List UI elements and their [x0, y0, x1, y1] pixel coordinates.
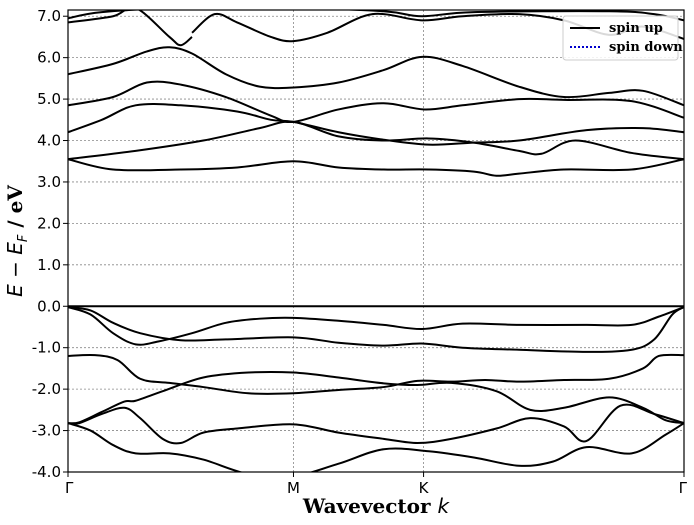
- plot-frame: [67, 9, 685, 473]
- band-line-13: [68, 10, 684, 22]
- x-tick-label: Γ: [65, 479, 74, 497]
- legend: spin up spin down: [562, 15, 683, 61]
- x-tick-label: Γ: [679, 479, 688, 497]
- band-line-8: [68, 102, 684, 146]
- y-tick-label: -3.0: [32, 422, 61, 440]
- y-tick-label: 0.0: [37, 297, 61, 315]
- band-line-5: [68, 306, 684, 346]
- y-tick-label: -2.0: [32, 380, 61, 398]
- x-axis-title: Wavevector k: [302, 494, 451, 518]
- y-tick-label: 1.0: [37, 256, 61, 274]
- x-tick-label: K: [419, 479, 430, 497]
- band-lines: [68, 10, 684, 472]
- y-tick-label: -4.0: [32, 463, 61, 481]
- y-tick-label: 6.0: [37, 49, 61, 67]
- band-line-9: [68, 80, 684, 124]
- x-tick-label: M: [287, 479, 300, 497]
- band-line-0: [68, 370, 684, 425]
- band-line-7: [68, 120, 684, 161]
- y-tick-label: 4.0: [37, 132, 61, 150]
- y-tick-label: 5.0: [37, 90, 61, 108]
- band-line-11: [68, 10, 193, 47]
- y-tick-label: 7.0: [37, 7, 61, 25]
- legend-spin-up-label: spin up: [609, 21, 663, 36]
- band-line-1: [68, 403, 684, 445]
- grid: [68, 10, 684, 473]
- band-line-6: [68, 158, 684, 177]
- y-tick-label: -1.0: [32, 339, 61, 357]
- y-axis-title: E − EF / eV: [3, 185, 31, 297]
- y-axis: 7.0 6.0 5.0 4.0 3.0 2.0 1.0 0.0 -1.0 -2.0 -3.0 -4.0: [32, 7, 68, 481]
- band-line-3: [68, 353, 684, 395]
- y-tick-label: 2.0: [37, 214, 61, 232]
- band-line-4: [68, 306, 684, 353]
- band-line-2: [68, 422, 684, 472]
- band-line-10: [68, 46, 684, 107]
- y-tick-label: 3.0: [37, 173, 61, 191]
- legend-spin-down-label: spin down: [609, 40, 683, 55]
